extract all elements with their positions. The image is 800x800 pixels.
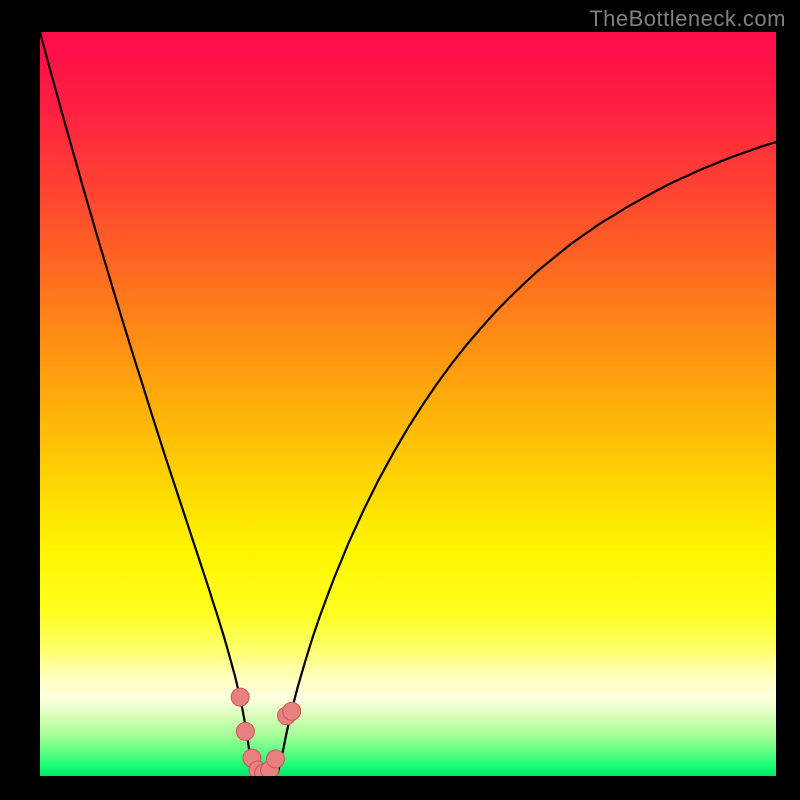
plot-area xyxy=(40,32,776,776)
marker-point xyxy=(236,722,254,740)
marker-point xyxy=(231,688,249,706)
gradient-background xyxy=(40,32,776,776)
plot-svg xyxy=(40,32,776,776)
marker-point xyxy=(267,750,285,768)
watermark-text: TheBottleneck.com xyxy=(589,6,786,32)
marker-point xyxy=(283,702,301,720)
